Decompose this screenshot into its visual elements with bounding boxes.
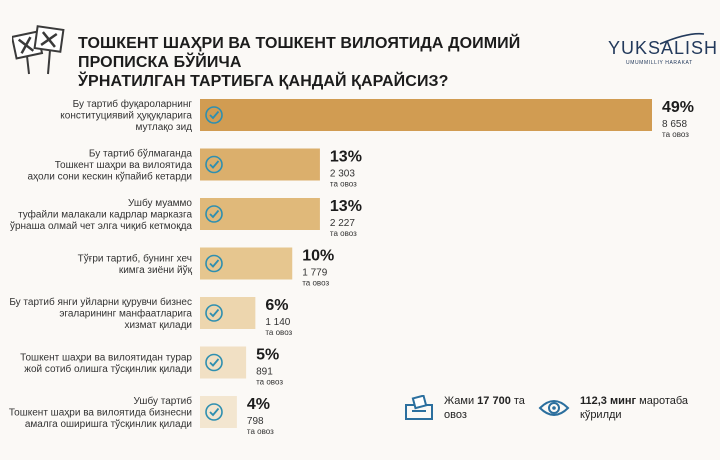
header: ТОШКЕНТ ШАҲРИ ВА ТОШКЕНТ ВИЛОЯТИДА ДОИМИ… — [0, 0, 720, 90]
category-label: эгаларининг манфаатларига — [59, 308, 192, 320]
percent-label: 13% — [330, 198, 362, 215]
count-label: 798 — [247, 416, 264, 427]
count-label: 891 — [256, 367, 273, 378]
votes-suffix: та — [513, 395, 525, 407]
percent-label: 4% — [247, 396, 270, 413]
percent-label: 49% — [662, 99, 694, 116]
count-unit-label: та овоз — [662, 130, 689, 139]
totals: Жами 17 700 та овоз 112,3 минг маротаба … — [404, 388, 714, 428]
total-views: 112,3 минг маротаба кўрилди — [538, 388, 688, 428]
percent-label: 5% — [256, 347, 279, 364]
bar — [200, 148, 320, 181]
views-line-2: кўрилди — [580, 409, 622, 421]
percent-label: 10% — [302, 248, 334, 265]
checkmark-circle-icon — [205, 403, 223, 421]
count-unit-label: та овоз — [256, 378, 283, 387]
count-unit-label: та овоз — [330, 180, 357, 189]
ballot-box-icon — [405, 395, 433, 420]
bar — [200, 346, 247, 379]
category-label: амалга оширишга тўсқинлик қилади — [25, 418, 192, 430]
checkmark-circle-icon — [205, 353, 223, 372]
brand-subtitle: UMUMMILLIY HARAKAT — [626, 60, 693, 66]
category-label: Тўғри тартиб, бунинг хеч — [78, 252, 192, 264]
category-label: мутлақо зид — [136, 122, 193, 133]
title-line-1: ТОШКЕНТ ШАҲРИ ВА ТОШКЕНТ ВИЛОЯТИДА ДОИМИ… — [78, 35, 521, 71]
percent-label: 13% — [330, 149, 362, 166]
title-line-2: ЎРНАТИЛГАН ТАРТИБГА ҚАНДАЙ ҚАРАЙСИЗ? — [78, 73, 449, 90]
total-votes: Жами 17 700 та овоз — [404, 388, 525, 428]
count-label: 2 303 — [330, 169, 355, 180]
votes-value: 17 700 — [477, 395, 511, 407]
category-label: Ушбу муаммо — [128, 197, 192, 209]
x-sign-icon — [12, 25, 65, 75]
category-label: аҳоли сони кескин кўпайиб кетарди — [27, 171, 192, 183]
category-label: Бу тартиб фуқароларнинг — [73, 98, 193, 110]
count-label: 8 658 — [662, 119, 687, 130]
votes-line-2: овоз — [444, 409, 467, 421]
eye-icon — [538, 400, 570, 416]
count-label: 1 779 — [302, 268, 327, 279]
category-label: хизмат қилади — [124, 320, 192, 331]
category-label: туфайли малакали кадрлар марказга — [18, 209, 192, 221]
checkmark-circle-icon — [205, 155, 223, 174]
bar — [200, 247, 293, 280]
count-unit-label: та овоз — [330, 229, 357, 238]
count-unit-label: та овоз — [247, 427, 274, 436]
category-label: конституциявий ҳуқуқларига — [60, 111, 192, 122]
checkmark-circle-icon — [205, 254, 223, 273]
count-unit-label: та овоз — [302, 279, 329, 288]
category-label: Тошкент шаҳри ва вилоятида бизнесни — [9, 407, 192, 419]
category-label: ўрнаша олмай чет элга чиқиб кетмоқда — [10, 220, 192, 232]
views-suffix: маротаба — [639, 395, 689, 407]
count-label: 1 140 — [265, 317, 290, 328]
category-label: Бу тартиб янги уйларни қурувчи бизнес — [9, 296, 192, 308]
count-label: 2 227 — [330, 218, 355, 229]
bar — [200, 99, 652, 131]
brand-arc-icon — [659, 32, 705, 45]
category-label: Ушбу тартиб — [134, 395, 193, 407]
count-unit-label: та овоз — [265, 328, 292, 337]
brand-name: YUKSALISH — [608, 38, 719, 58]
views-value: 112,3 минг — [580, 395, 637, 407]
category-label: Тошкент шаҳри ва вилоятидан турар — [20, 352, 192, 363]
category-label: Бу тартиб бўлмаганда — [89, 148, 193, 160]
brand-logo: YUKSALISH UMUMMILLIY HARAKAT — [600, 30, 717, 74]
category-label: жой сотиб олишга тўсқинлик қилади — [24, 363, 192, 375]
checkmark-circle-icon — [205, 106, 223, 124]
votes-prefix: Жами — [444, 395, 475, 407]
bar — [200, 198, 320, 230]
category-label: Тошкент шаҳри ва вилоятида — [55, 160, 193, 171]
checkmark-circle-icon — [205, 304, 223, 322]
bar — [200, 297, 256, 329]
page-title: ТОШКЕНТ ШАҲРИ ВА ТОШКЕНТ ВИЛОЯТИДА ДОИМИ… — [78, 34, 548, 91]
category-label: кимга зиёни йўқ — [119, 264, 193, 276]
percent-label: 6% — [265, 297, 288, 314]
checkmark-circle-icon — [205, 205, 223, 223]
